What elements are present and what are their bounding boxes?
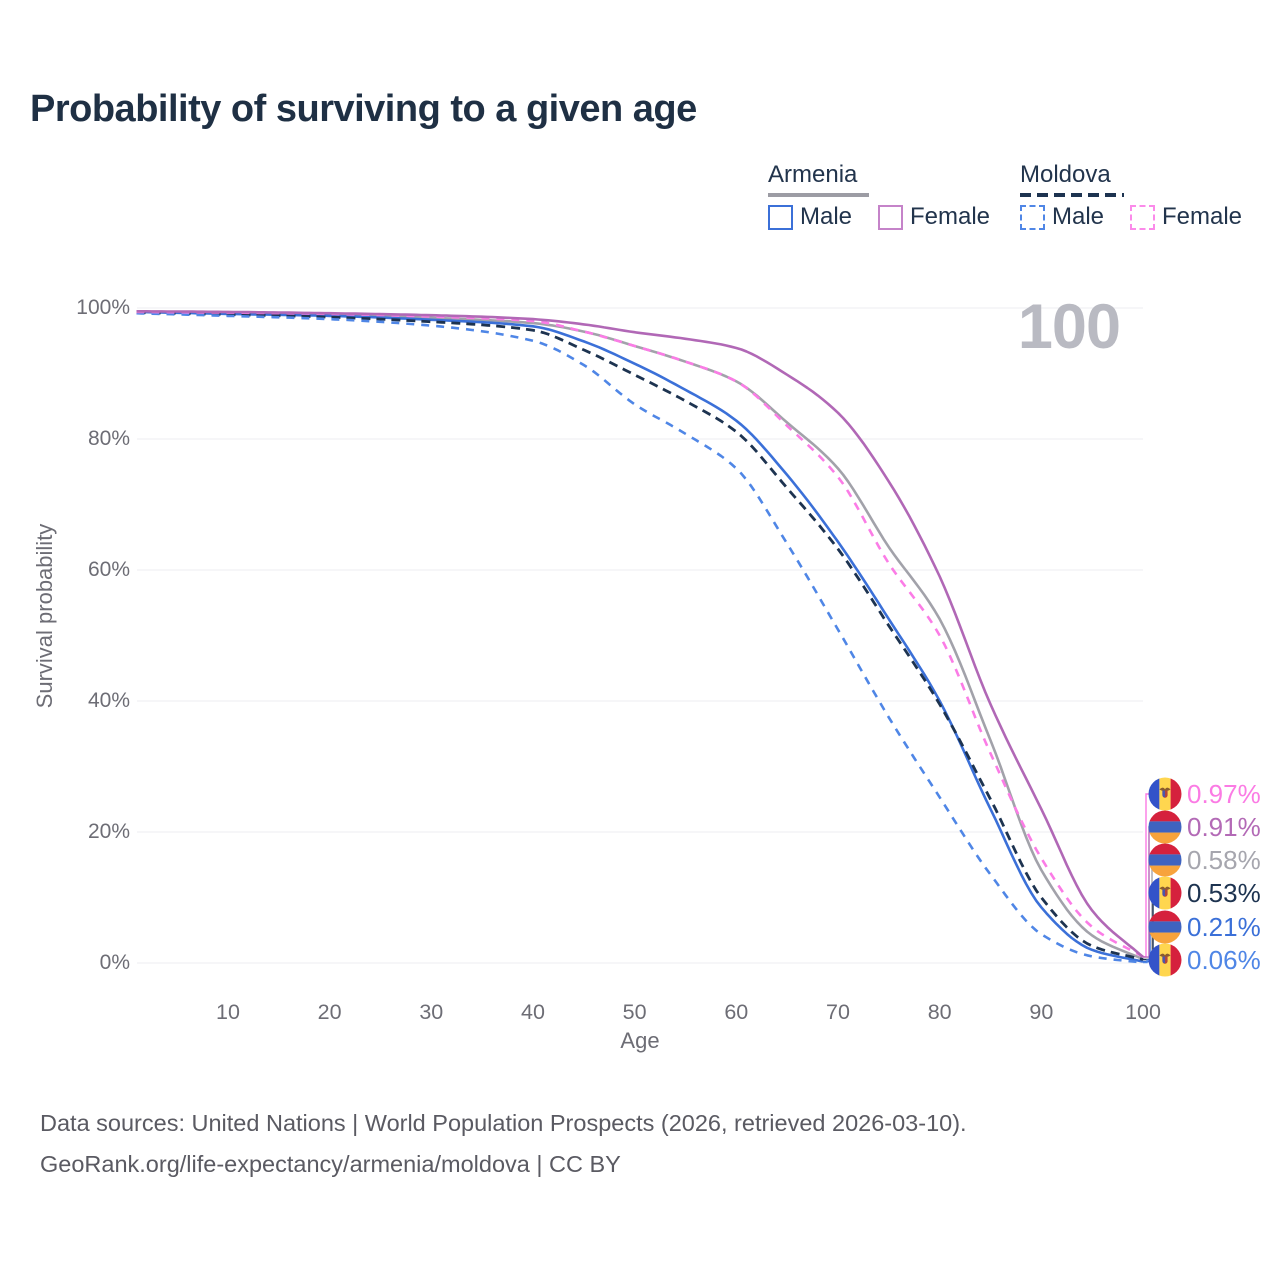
end-label-armenia-male: 0.21% xyxy=(1148,910,1261,944)
end-label-moldova-both: 0.53% xyxy=(1148,876,1261,910)
moldova-male-swatch-icon xyxy=(1020,204,1045,230)
page-title: Probability of surviving to a given age xyxy=(30,88,697,130)
y-tick-label: 60% xyxy=(87,558,130,581)
legend-item-moldova-female: Female xyxy=(1130,203,1242,231)
y-tick-label: 20% xyxy=(87,820,130,843)
end-label-value: 0.97% xyxy=(1187,778,1261,809)
x-axis-title: Age xyxy=(620,1028,660,1053)
legend-item-armenia-male: Male xyxy=(768,203,852,231)
end-label-value: 0.53% xyxy=(1187,877,1261,908)
legend-moldova-line-swatch xyxy=(1020,193,1124,197)
legend-moldova-label: Moldova xyxy=(1020,161,1111,188)
armenia-flag-icon xyxy=(1148,843,1182,877)
x-tick-label: 20 xyxy=(317,1000,342,1024)
moldova-flag-icon xyxy=(1148,777,1182,811)
end-label-armenia-both: 0.58% xyxy=(1148,843,1261,877)
legend-item-label: Female xyxy=(1162,203,1243,230)
y-tick-label: 80% xyxy=(87,427,130,450)
x-tick-label: 80 xyxy=(927,1000,952,1024)
curve-armenia-male xyxy=(136,310,1144,963)
x-tick-label: 90 xyxy=(1029,1000,1054,1024)
moldova-female-swatch-icon xyxy=(1130,204,1155,230)
x-tick-label: 10 xyxy=(216,1000,240,1024)
x-tick-label: 40 xyxy=(521,1000,545,1024)
legend-item-label: Male xyxy=(800,203,853,230)
x-tick-label: 70 xyxy=(826,1000,850,1024)
armenia-female-swatch-icon xyxy=(878,204,903,230)
x-tick-label: 60 xyxy=(724,1000,749,1024)
attribution-text: GeoRank.org/life-expectancy/armenia/mold… xyxy=(40,1151,621,1177)
legend-group-armenia: Armenia xyxy=(768,161,869,197)
legend-item-label: Male xyxy=(1052,203,1105,230)
x-tick-label: 50 xyxy=(622,1000,647,1024)
legend-armenia-label: Armenia xyxy=(768,161,858,188)
end-label-value: 0.58% xyxy=(1187,844,1261,875)
x-tick-label: 100 xyxy=(1125,1000,1161,1024)
y-tick-label: 40% xyxy=(87,689,130,712)
end-label-value: 0.91% xyxy=(1187,811,1261,842)
data-sources-text: Data sources: United Nations | World Pop… xyxy=(40,1110,967,1136)
legend-item-armenia-female: Female xyxy=(878,203,990,231)
moldova-flag-icon xyxy=(1148,876,1182,910)
end-label-value: 0.21% xyxy=(1187,911,1261,942)
y-tick-label: 100% xyxy=(76,296,130,319)
curve-moldova-male xyxy=(136,311,1144,964)
legend-item-moldova-male: Male xyxy=(1020,203,1104,231)
armenia-flag-icon xyxy=(1148,910,1182,944)
legend-armenia-line-swatch xyxy=(768,193,869,197)
end-label-moldova-male: 0.06% xyxy=(1148,943,1261,977)
y-axis-title: Survival probability xyxy=(32,523,57,709)
armenia-flag-icon xyxy=(1148,810,1182,844)
y-tick-label: 0% xyxy=(99,951,130,974)
x-tick-label: 30 xyxy=(419,1000,444,1024)
legend-item-label: Female xyxy=(910,203,991,230)
armenia-male-swatch-icon xyxy=(768,204,793,230)
curve-moldova-both xyxy=(136,311,1144,961)
end-label-moldova-female: 0.97% xyxy=(1148,777,1261,811)
end-label-value: 0.06% xyxy=(1187,944,1261,975)
end-label-armenia-female: 0.91% xyxy=(1148,810,1261,844)
curve-armenia-female xyxy=(136,310,1144,958)
moldova-flag-icon xyxy=(1148,943,1182,977)
legend-group-moldova: Moldova xyxy=(1020,161,1124,197)
age-watermark: 100 xyxy=(1017,292,1121,362)
